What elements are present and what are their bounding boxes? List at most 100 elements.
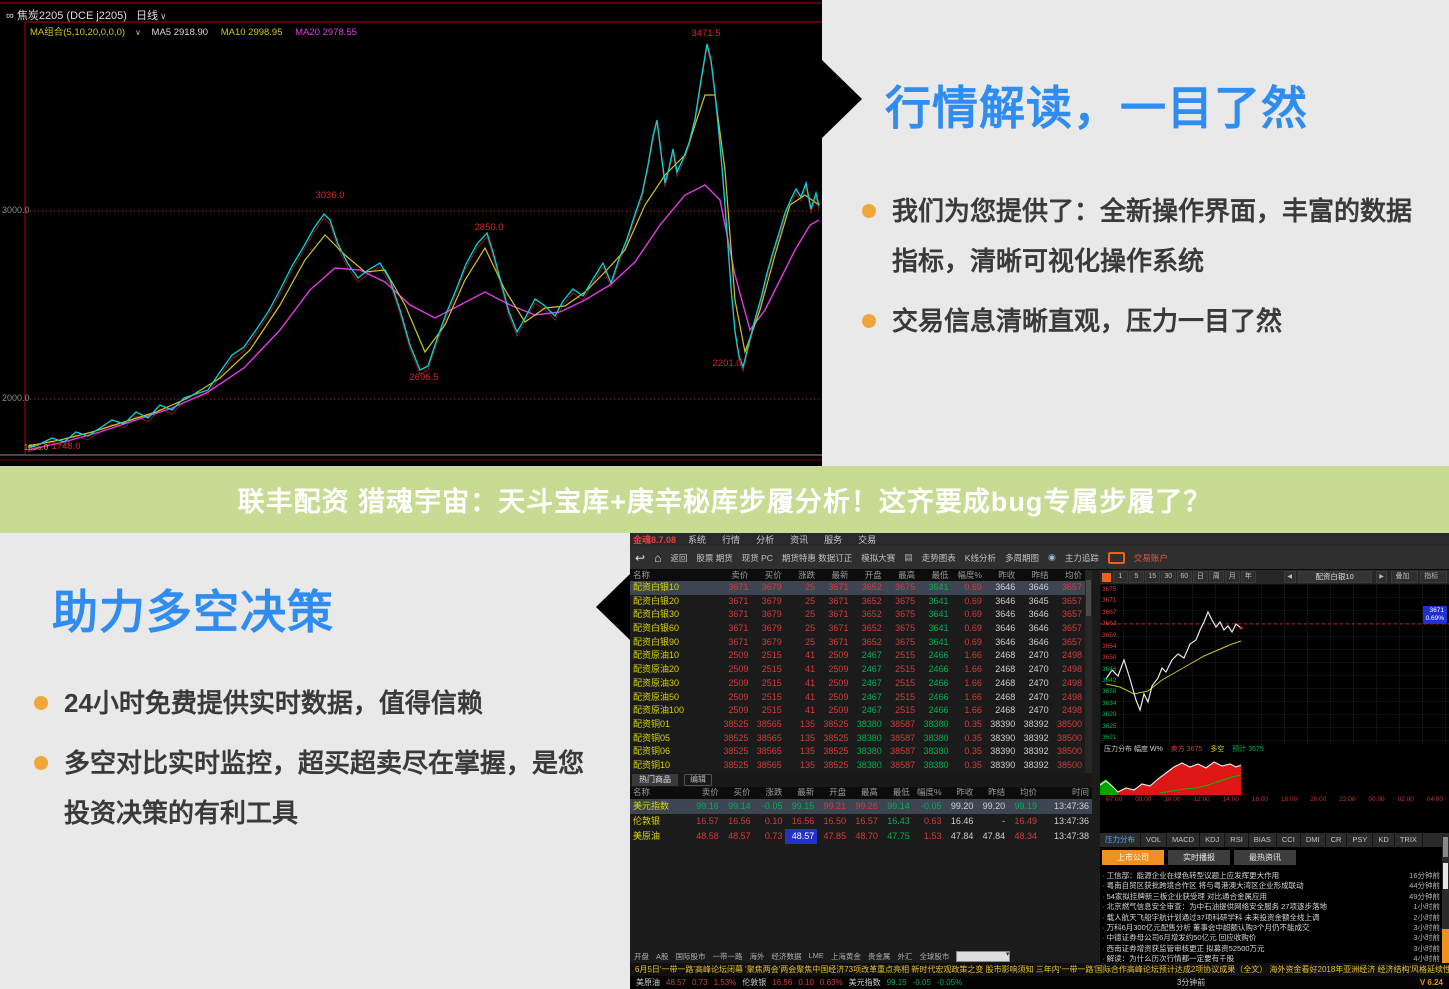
table-row[interactable]: 配资铜06 38525 38565 135 38525 38380 38587 38380 0.… bbox=[630, 745, 1085, 759]
column-header[interactable]: 时间 bbox=[1071, 787, 1089, 797]
indicator-tab[interactable]: 压力分布 bbox=[1100, 833, 1141, 847]
table-row[interactable]: 配资白银60 3671 3679 25 3671 3652 3675 3641 0.69 3646… bbox=[630, 622, 1085, 636]
column-header[interactable]: 买价 bbox=[764, 570, 782, 580]
period-select[interactable]: 日线 bbox=[136, 10, 159, 22]
column-header[interactable]: 昨收 bbox=[956, 787, 974, 797]
scrollbar-thumb[interactable] bbox=[1086, 580, 1091, 616]
period-button[interactable]: 年 bbox=[1240, 571, 1256, 583]
menu-item[interactable]: 交易 bbox=[858, 535, 877, 545]
column-header[interactable]: 昨收 bbox=[998, 570, 1016, 580]
quote-scrollbar[interactable] bbox=[1085, 570, 1092, 773]
news-row[interactable]: 解读：为什么历次行情都一定要有千股 4小时前 bbox=[1102, 954, 1442, 964]
table-row[interactable]: 配资白银90 3671 3679 25 3671 3652 3675 3641 0.69 3646… bbox=[630, 636, 1085, 650]
indicator-tab[interactable]: KD bbox=[1373, 833, 1395, 847]
table-row[interactable]: 配资原油50 2509 2515 41 2509 2467 2515 2466 1.66 2468… bbox=[630, 691, 1085, 705]
ma-combo-select[interactable]: MA组合(5,10,20,0,0,0) bbox=[30, 27, 126, 38]
news-tab[interactable]: 上市公司 bbox=[1102, 850, 1164, 865]
column-header[interactable]: 最高 bbox=[898, 570, 916, 580]
period-button[interactable]: 日 bbox=[1192, 571, 1208, 583]
column-header[interactable]: 开盘 bbox=[829, 787, 847, 797]
period-button[interactable]: 15 bbox=[1144, 571, 1160, 583]
indicator-tab[interactable]: RSI bbox=[1225, 833, 1249, 847]
toolbar-button[interactable]: 现货 PC bbox=[741, 552, 773, 563]
table-row[interactable]: 配资原油30 2509 2515 41 2509 2467 2515 2466 1.66 2468… bbox=[630, 677, 1085, 691]
column-header[interactable]: 最新 bbox=[797, 787, 815, 797]
indicator-tab[interactable]: PSY bbox=[1347, 833, 1374, 847]
period-button[interactable]: 30 bbox=[1160, 571, 1176, 583]
news-row[interactable]: 工信部：能源企业在绿色转型议题上应发挥更大作用 16分钟前 bbox=[1102, 871, 1442, 881]
home-icon[interactable]: ⌂ bbox=[654, 550, 662, 565]
news-row[interactable]: 北京燃气信息安全审查：为中石油提供网络安全服务 27项逐步落地 1小时前 bbox=[1102, 902, 1442, 912]
menu-item[interactable]: 系统 bbox=[688, 535, 707, 545]
table-row[interactable]: 配资白银10 3671 3679 25 3671 3652 3675 3641 0.69 3646… bbox=[630, 581, 1085, 595]
symbol-select[interactable]: 配资白银10 bbox=[1297, 571, 1372, 583]
toolbar-button[interactable]: 主力追踪 bbox=[1064, 552, 1099, 563]
market-tab[interactable]: 上海黄金 bbox=[830, 952, 861, 961]
indicator-tab[interactable]: TRIX bbox=[1395, 833, 1423, 847]
toolbar-button[interactable]: 期货特惠 数据订正 bbox=[781, 552, 853, 563]
column-header[interactable]: 买价 bbox=[733, 787, 751, 797]
column-header[interactable]: 最高 bbox=[860, 787, 878, 797]
column-header[interactable]: 昨结 bbox=[988, 787, 1006, 797]
column-header[interactable]: 卖价 bbox=[731, 570, 749, 580]
market-tab[interactable]: 海外 bbox=[749, 952, 765, 961]
scrollbar-button[interactable] bbox=[1442, 929, 1449, 965]
table-row[interactable]: 美元指数 99.16 99.14 -0.05 99.15 99.21 99.26 99.14-… bbox=[630, 799, 1092, 814]
menu-item[interactable]: 分析 bbox=[756, 535, 775, 545]
market-tab[interactable]: 国际股市 bbox=[675, 952, 706, 961]
back-icon[interactable]: ↩ bbox=[635, 550, 646, 565]
column-header[interactable]: 最低 bbox=[892, 787, 910, 797]
table-row[interactable]: 配资原油20 2509 2515 41 2509 2467 2515 2466 1.66 2468… bbox=[630, 663, 1085, 677]
column-header[interactable]: 幅度% bbox=[957, 570, 982, 580]
table-row[interactable]: 配资铜01 38525 38565 135 38525 38380 38587 38380 0.… bbox=[630, 718, 1085, 732]
scrollbar-thumb[interactable] bbox=[1443, 837, 1448, 857]
edit-button[interactable]: 编辑 bbox=[684, 774, 712, 786]
table-row[interactable]: 配资铜10 38525 38565 135 38525 38380 38587 38380 0.… bbox=[630, 759, 1085, 773]
tab-hot-products[interactable]: 热门商品 bbox=[632, 774, 678, 786]
news-row[interactable]: 载人航天飞船宇航计划通过37项科研学科 未来投资金额全线上调 2小时前 bbox=[1102, 913, 1442, 923]
column-header[interactable]: 最低 bbox=[931, 570, 949, 580]
prev-symbol-button[interactable]: ◀ bbox=[1283, 571, 1296, 583]
column-header[interactable]: 涨跌 bbox=[765, 787, 783, 797]
market-tab[interactable]: 全球股市 bbox=[919, 952, 950, 961]
toolbar-button[interactable]: 走势图表 bbox=[921, 552, 956, 563]
column-header[interactable]: 涨跌 bbox=[798, 570, 816, 580]
column-header[interactable]: 卖价 bbox=[701, 787, 719, 797]
column-header[interactable]: 名称 bbox=[633, 787, 651, 797]
indicator-tab[interactable]: VOL bbox=[1141, 833, 1168, 847]
table-row[interactable]: 美原油 48.58 48.57 0.73 48.57 47.85 48.70 47.75 1.5… bbox=[630, 829, 1092, 844]
column-header[interactable]: 昨结 bbox=[1031, 570, 1049, 580]
period-button[interactable]: 周 bbox=[1208, 571, 1224, 583]
toolbar-button[interactable]: ◉ bbox=[1047, 552, 1056, 562]
market-tab[interactable]: 外汇 bbox=[897, 952, 913, 961]
toolbar-button[interactable]: 股票 期货 bbox=[696, 552, 733, 563]
column-header[interactable]: 幅度% bbox=[916, 787, 942, 797]
indicator-tab[interactable]: CCI bbox=[1277, 833, 1301, 847]
overlay-dropdown[interactable]: 叠加 ▾ bbox=[1391, 571, 1419, 590]
menu-item[interactable]: 资讯 bbox=[790, 535, 809, 545]
market-tab[interactable]: LME bbox=[808, 951, 824, 960]
period-button[interactable]: 60 bbox=[1176, 571, 1192, 583]
table-row[interactable]: 配资白银20 3671 3679 25 3671 3652 3675 3641 0.69 3646… bbox=[630, 595, 1085, 609]
column-header[interactable]: 均价 bbox=[1064, 570, 1082, 580]
indicator-tab[interactable]: CR bbox=[1326, 833, 1348, 847]
news-scrollbar[interactable] bbox=[1442, 833, 1449, 965]
toolbar-button[interactable]: 模拟大赛 bbox=[861, 552, 896, 563]
overlay-dropdown[interactable]: 指标 ▾ bbox=[1420, 571, 1447, 590]
table-row[interactable]: 伦敦银 16.57 16.56 0.10 16.56 16.50 16.57 16.43 0.6… bbox=[630, 814, 1092, 829]
column-header[interactable]: 均价 bbox=[1019, 787, 1037, 797]
market-tab[interactable]: 开盘 bbox=[634, 952, 649, 961]
market-tab[interactable]: 一带一路 bbox=[712, 952, 743, 961]
table-row[interactable]: 配资白银30 3671 3679 25 3671 3652 3675 3641 0.69 3646… bbox=[630, 608, 1085, 622]
column-header[interactable]: 名称 bbox=[633, 570, 651, 580]
period-button[interactable]: 1 bbox=[1112, 571, 1128, 583]
period-button[interactable]: 5 bbox=[1128, 571, 1144, 583]
toolbar-button[interactable]: ▤ bbox=[904, 552, 913, 562]
symbol-search-input[interactable] bbox=[956, 950, 1011, 962]
period-button[interactable]: 月 bbox=[1224, 571, 1240, 583]
news-tab[interactable]: 实时播报 bbox=[1168, 850, 1230, 865]
table-row[interactable]: 配资原油100 2509 2515 41 2509 2467 2515 2466 1.66 246… bbox=[630, 704, 1085, 718]
column-header[interactable]: 开盘 bbox=[864, 570, 882, 580]
column-header[interactable]: 最新 bbox=[831, 570, 849, 580]
indicator-tab[interactable]: DMI bbox=[1301, 833, 1326, 847]
